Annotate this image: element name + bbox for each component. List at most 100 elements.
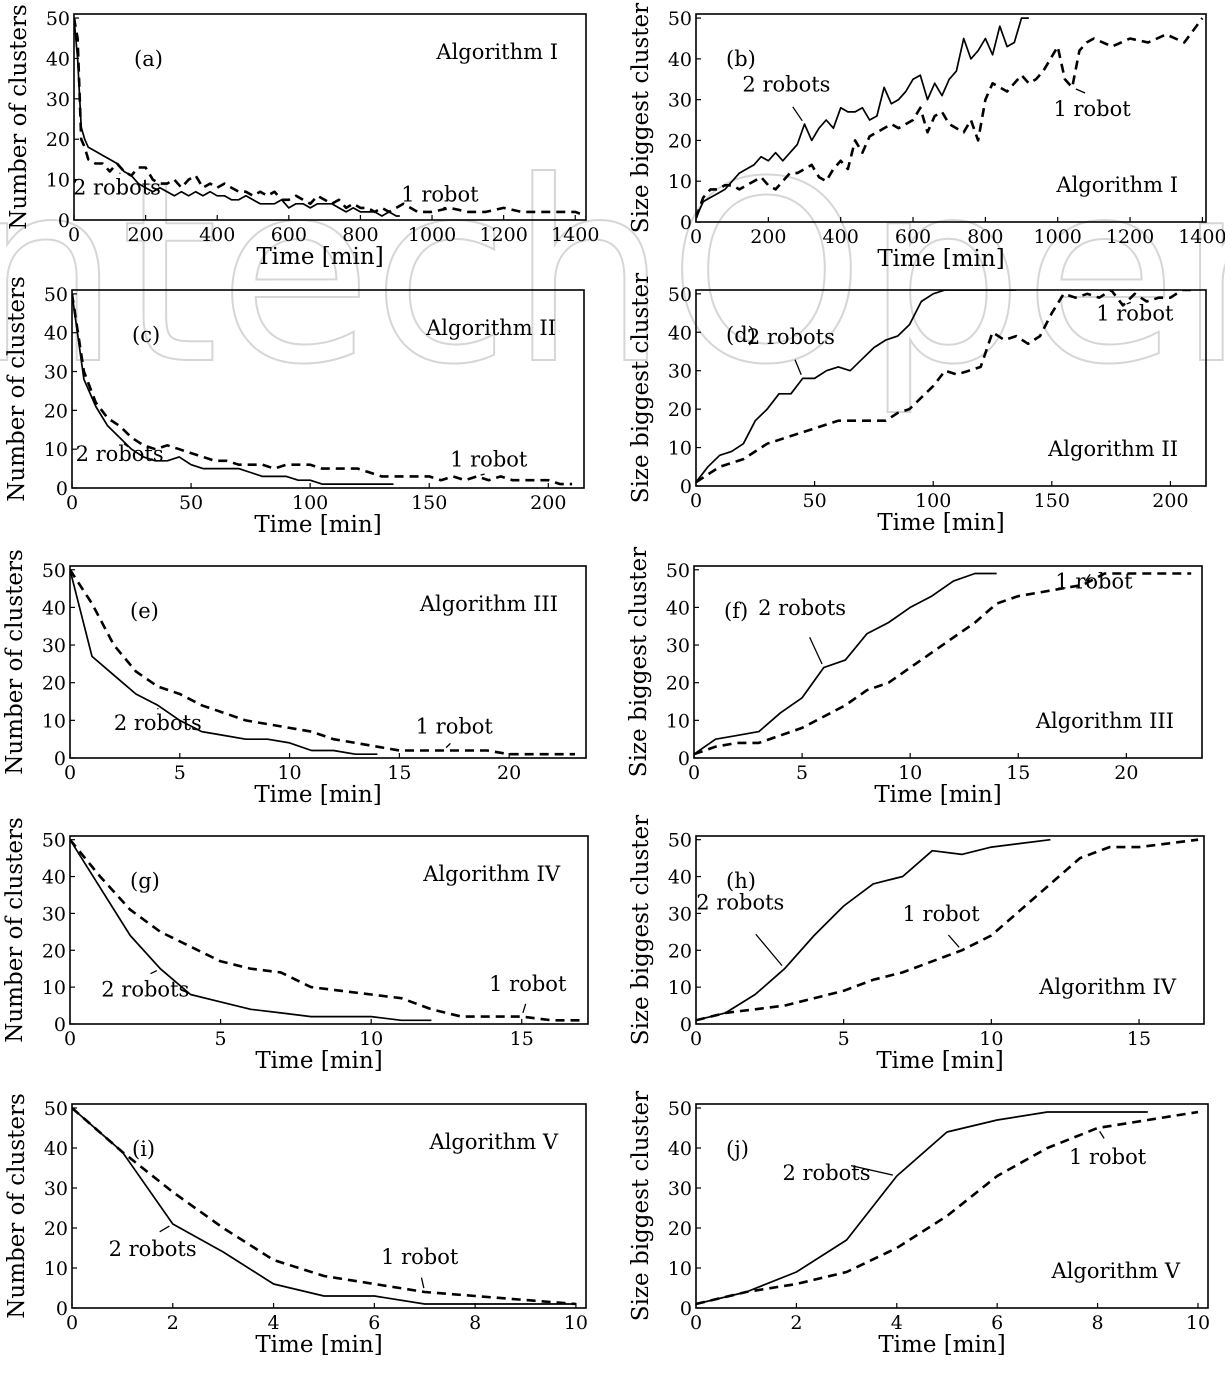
- chart-panel-c: 0 50 100 150 200 0 10 20 30 40 50 Time [min] Number …: [4, 276, 585, 538]
- x-tick-label: 0: [690, 490, 702, 512]
- y-tick-label: 20: [668, 130, 692, 152]
- panel-label: (h): [726, 869, 756, 893]
- y-tick-label: 0: [680, 1298, 692, 1320]
- x-tick-label: 200: [530, 492, 566, 514]
- algorithm-label: Algorithm IV: [1038, 975, 1177, 999]
- x-tick-label: 0: [66, 492, 78, 514]
- algorithm-label: Algorithm I: [1055, 173, 1178, 197]
- chart-panel-a: 0 200 400 600 800 1000 1200 1400 0 10 20 30 40 50 Time…: [6, 4, 599, 270]
- chart-panel-i: 0 2 4 6 8 10 0 10 20 30 40 50 Time [min] Number of cl…: [4, 1093, 588, 1358]
- x-tick-label: 50: [803, 490, 827, 512]
- panel-label: (f): [724, 599, 748, 623]
- x-tick-label: 600: [895, 226, 931, 248]
- y-tick-label: 30: [44, 1178, 68, 1200]
- algorithm-label: Algorithm V: [429, 1130, 559, 1154]
- y-tick-label: 30: [666, 635, 690, 657]
- x-axis-label: Time [min]: [256, 244, 383, 270]
- y-tick-label: 0: [54, 748, 66, 770]
- series-line-1-robot: [696, 17, 1204, 219]
- panel-label: (a): [134, 47, 163, 71]
- y-tick-label: 40: [668, 867, 692, 889]
- x-tick-label: 20: [1114, 762, 1138, 784]
- y-tick-label: 30: [668, 90, 692, 112]
- x-axis-label: Time [min]: [254, 512, 381, 538]
- x-tick-label: 5: [838, 1028, 850, 1050]
- series-annotation: 2 robots: [101, 977, 189, 1001]
- y-tick-label: 40: [42, 867, 66, 889]
- x-axis-label: Time [min]: [874, 782, 1001, 808]
- y-tick-label: 50: [668, 1098, 692, 1120]
- x-tick-label: 1400: [551, 224, 599, 246]
- series-annotation: 2 robots: [696, 891, 784, 915]
- y-tick-label: 20: [668, 940, 692, 962]
- x-tick-label: 0: [690, 1028, 702, 1050]
- y-tick-label: 30: [668, 1178, 692, 1200]
- series-line-1-robot: [696, 838, 1199, 1022]
- plot-frame: [69, 835, 589, 1025]
- panel-label: (d): [726, 323, 756, 347]
- y-axis-label: Number of clusters: [4, 276, 30, 502]
- series-line-1-robot: [72, 293, 573, 486]
- panel-label: (e): [130, 599, 159, 623]
- x-axis-label: Time [min]: [877, 510, 1004, 536]
- series-line-1-robot: [70, 838, 582, 1022]
- x-tick-label: 15: [1006, 762, 1030, 784]
- y-tick-label: 20: [44, 400, 68, 422]
- x-tick-label: 5: [174, 762, 186, 784]
- annotation-leader-line: [1099, 1131, 1105, 1139]
- x-tick-label: 15: [510, 1028, 534, 1050]
- y-axis-label: Number of clusters: [6, 4, 32, 230]
- x-tick-label: 0: [68, 224, 80, 246]
- y-tick-label: 40: [666, 597, 690, 619]
- y-tick-label: 10: [42, 710, 66, 732]
- y-tick-label: 50: [668, 8, 692, 30]
- x-tick-label: 15: [387, 762, 411, 784]
- x-tick-label: 8: [1092, 1312, 1104, 1334]
- y-tick-label: 10: [42, 977, 66, 999]
- x-tick-label: 150: [1034, 490, 1070, 512]
- series-annotation: 1 robot: [381, 1245, 459, 1269]
- y-tick-label: 50: [44, 284, 68, 306]
- annotation-leader-line: [522, 1003, 527, 1013]
- series-annotation: 2 robots: [114, 711, 202, 735]
- x-tick-label: 0: [64, 1028, 76, 1050]
- y-tick-label: 20: [668, 399, 692, 421]
- x-tick-label: 10: [898, 762, 922, 784]
- x-tick-label: 1000: [1034, 226, 1082, 248]
- x-tick-label: 600: [271, 224, 307, 246]
- chart-panel-f: 0 5 10 15 20 0 10 20 30 40 50 Time [min] Size bigges…: [626, 547, 1203, 808]
- series-annotation: 1 robot: [489, 972, 567, 996]
- series-line-2-robots: [696, 17, 1029, 219]
- x-tick-label: 800: [967, 226, 1003, 248]
- y-tick-label: 40: [46, 48, 70, 70]
- x-axis-label: Time [min]: [877, 246, 1004, 272]
- y-tick-label: 50: [42, 560, 66, 582]
- x-tick-label: 0: [66, 1312, 78, 1334]
- annotation-leader-line: [755, 933, 783, 967]
- plot-frame: [695, 13, 1207, 223]
- x-tick-label: 8: [469, 1312, 481, 1334]
- x-tick-label: 10: [979, 1028, 1003, 1050]
- plot-frame: [73, 13, 587, 221]
- y-tick-label: 50: [42, 830, 66, 852]
- annotation-leader-line: [794, 359, 802, 375]
- series-annotation: 2 robots: [109, 1237, 197, 1261]
- x-tick-label: 0: [690, 226, 702, 248]
- algorithm-label: Algorithm II: [1047, 437, 1178, 461]
- annotation-leader-line: [1084, 573, 1091, 582]
- y-tick-label: 30: [46, 89, 70, 111]
- series-line-2-robots: [70, 569, 378, 756]
- series-annotation: 1 robot: [401, 182, 479, 206]
- series-line-2-robots: [694, 572, 997, 755]
- series-annotation: 1 robot: [903, 902, 981, 926]
- y-axis-label: Number of clusters: [4, 1093, 30, 1319]
- algorithm-label: Algorithm V: [1051, 1259, 1181, 1283]
- y-tick-label: 0: [56, 1298, 68, 1320]
- y-axis-label: Size biggest cluster: [626, 547, 652, 777]
- y-tick-label: 10: [668, 438, 692, 460]
- x-tick-label: 50: [179, 492, 203, 514]
- x-axis-label: Time [min]: [254, 782, 381, 808]
- y-tick-label: 0: [680, 1014, 692, 1036]
- y-tick-label: 50: [46, 8, 70, 30]
- y-tick-label: 30: [42, 903, 66, 925]
